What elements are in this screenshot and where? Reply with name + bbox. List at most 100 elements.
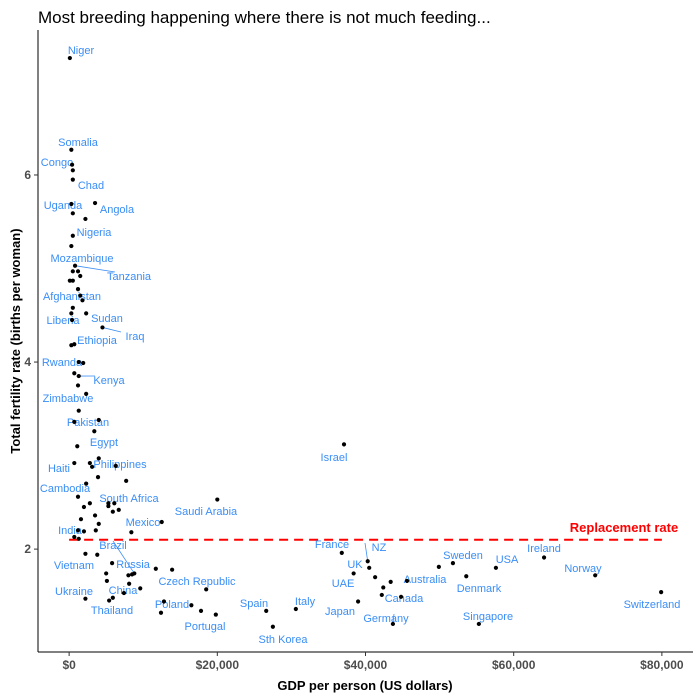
point-label: Tanzania bbox=[107, 271, 152, 283]
data-point bbox=[170, 567, 175, 572]
data-point bbox=[404, 578, 410, 584]
data-point bbox=[381, 585, 386, 590]
data-point bbox=[69, 162, 75, 167]
data-point bbox=[70, 278, 75, 283]
data-point bbox=[70, 211, 75, 216]
data-point bbox=[70, 269, 75, 274]
point-label: Kenya bbox=[93, 375, 125, 387]
data-point bbox=[72, 342, 77, 347]
point-label: Egypt bbox=[90, 437, 118, 449]
data-point bbox=[96, 521, 101, 526]
x-tick-label: $80,000 bbox=[640, 658, 684, 672]
data-point bbox=[121, 590, 127, 596]
data-point bbox=[72, 419, 77, 425]
chart-title: Most breeding happening where there is n… bbox=[38, 8, 491, 27]
data-point bbox=[158, 610, 164, 615]
point-label: UK bbox=[347, 559, 363, 571]
point-label: India bbox=[58, 525, 83, 537]
data-point bbox=[81, 529, 87, 534]
data-point bbox=[159, 519, 164, 525]
data-point bbox=[69, 243, 74, 249]
data-point bbox=[116, 507, 121, 512]
point-label: Sweden bbox=[443, 550, 483, 562]
point-label: Denmark bbox=[457, 583, 502, 595]
data-point bbox=[78, 293, 83, 298]
data-point bbox=[379, 592, 384, 598]
data-point bbox=[110, 595, 115, 600]
point-label: Poland bbox=[155, 599, 189, 611]
point-label: Singapore bbox=[463, 611, 513, 623]
data-point bbox=[129, 530, 134, 535]
data-point bbox=[84, 391, 89, 396]
data-point bbox=[493, 565, 499, 570]
point-label: Ireland bbox=[527, 543, 561, 555]
data-point bbox=[339, 550, 344, 555]
leader-line bbox=[102, 327, 122, 333]
point-label: Vietnam bbox=[54, 560, 94, 572]
data-point bbox=[75, 494, 81, 499]
data-point bbox=[436, 564, 441, 569]
point-label: Rwanda bbox=[42, 357, 83, 369]
data-point bbox=[293, 606, 298, 612]
data-point bbox=[215, 497, 220, 502]
point-label: Congo bbox=[41, 157, 73, 169]
data-point bbox=[75, 528, 81, 533]
point-label: Italy bbox=[295, 596, 316, 608]
point-label: NZ bbox=[372, 542, 387, 554]
data-point bbox=[75, 444, 80, 449]
data-point bbox=[69, 311, 74, 316]
data-point bbox=[69, 317, 75, 323]
point-label: Niger bbox=[68, 45, 95, 57]
x-tick-label: $40,000 bbox=[344, 658, 388, 672]
point-label: Portugal bbox=[185, 621, 226, 633]
leader-line bbox=[74, 265, 116, 273]
data-point bbox=[104, 578, 110, 584]
data-point bbox=[189, 603, 194, 608]
point-label: Haiti bbox=[48, 463, 70, 475]
data-point bbox=[153, 566, 158, 571]
data-point bbox=[70, 168, 75, 173]
data-point bbox=[104, 571, 109, 576]
data-point bbox=[76, 359, 81, 365]
point-label: Germany bbox=[363, 613, 409, 625]
data-point bbox=[80, 298, 85, 303]
point-label: Mexico bbox=[126, 517, 161, 529]
data-point bbox=[92, 200, 98, 206]
point-label: UAE bbox=[332, 578, 355, 590]
point-label: Sudan bbox=[91, 313, 123, 325]
data-point bbox=[83, 596, 88, 601]
point-label: Czech Republic bbox=[158, 576, 236, 588]
data-point bbox=[67, 55, 72, 61]
point-label: Switzerland bbox=[624, 599, 681, 611]
plot-area: Replacement rate Niger Somalia Congo Chad Uga… bbox=[40, 45, 681, 646]
data-point bbox=[659, 590, 664, 595]
point-label: Zimbabwe bbox=[43, 393, 94, 405]
data-point bbox=[89, 464, 95, 469]
point-label: Israel bbox=[321, 452, 348, 464]
point-label: Sth Korea bbox=[259, 634, 309, 646]
point-label: Thailand bbox=[91, 605, 133, 617]
data-point bbox=[100, 325, 105, 330]
point-label: Philippines bbox=[93, 459, 147, 471]
point-label: Saudi Arabia bbox=[175, 506, 238, 518]
data-point bbox=[351, 571, 356, 576]
y-tick-label: 4 bbox=[24, 355, 31, 369]
point-label: Angola bbox=[100, 204, 135, 216]
y-tick-label: 6 bbox=[24, 168, 31, 182]
data-point bbox=[126, 573, 131, 578]
data-point bbox=[72, 263, 78, 268]
x-tick-label: $0 bbox=[62, 658, 76, 672]
point-label: Norway bbox=[564, 563, 602, 575]
point-label: Somalia bbox=[58, 137, 99, 149]
data-point bbox=[87, 501, 92, 506]
replacement-rate-label: Replacement rate bbox=[570, 520, 678, 535]
data-point bbox=[72, 460, 77, 466]
data-point bbox=[81, 360, 86, 366]
data-point bbox=[69, 147, 74, 152]
data-point bbox=[124, 478, 129, 483]
point-label: Ethiopia bbox=[77, 335, 118, 347]
point-label: Australia bbox=[404, 574, 448, 586]
data-point bbox=[204, 587, 209, 592]
point-label: Cambodia bbox=[40, 483, 91, 495]
